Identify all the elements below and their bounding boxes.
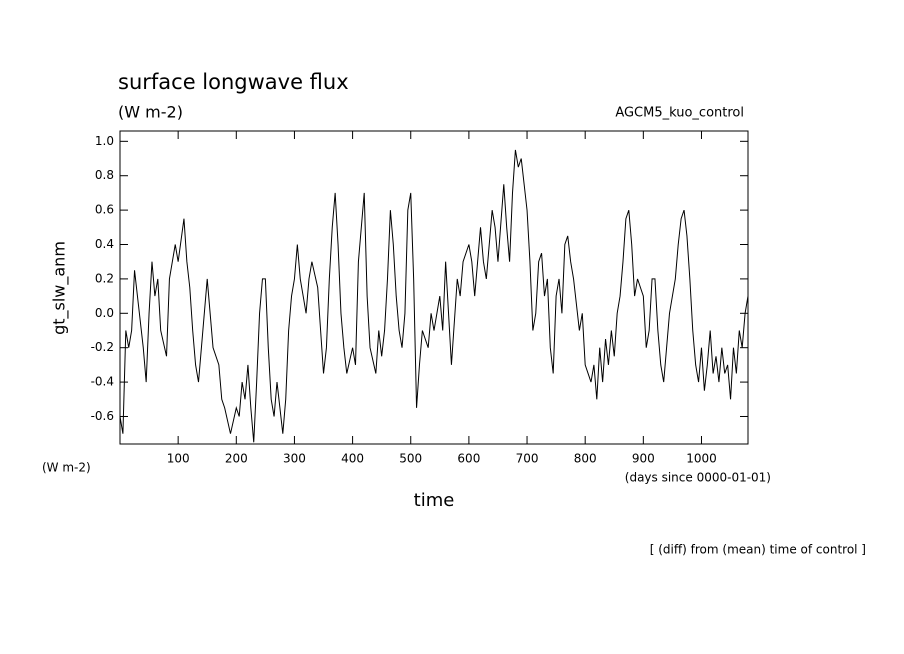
plot-frame xyxy=(119,130,749,445)
y-axis-label: gt_slw_anm xyxy=(50,241,70,335)
y-tick-label: 0.0 xyxy=(95,306,114,320)
y-tick-label: 0.2 xyxy=(95,271,114,285)
unit-label: (W m-2) xyxy=(118,103,183,122)
data-line xyxy=(119,149,749,443)
chart-title: surface longwave flux xyxy=(118,70,349,94)
y-tick-label: 0.4 xyxy=(95,237,114,251)
x-tick-label: 600 xyxy=(457,452,480,466)
x-tick-label: 700 xyxy=(516,452,539,466)
x-tick-label: 200 xyxy=(225,452,248,466)
x-tick-label: 400 xyxy=(341,452,364,466)
y-tick-label: 1.0 xyxy=(95,134,114,148)
x-unit-label: (days since 0000-01-01) xyxy=(625,471,771,485)
x-tick-label: 800 xyxy=(574,452,597,466)
run-label: AGCM5_kuo_control xyxy=(615,106,744,121)
y-tick-label: -0.2 xyxy=(91,340,114,354)
x-tick-label: 900 xyxy=(632,452,655,466)
note: [ (diff) from (mean) time of control ] xyxy=(650,543,866,557)
y-unit-label: (W m-2) xyxy=(42,461,91,475)
x-tick-label: 100 xyxy=(167,452,190,466)
y-tick-label: -0.4 xyxy=(91,375,114,389)
x-tick-label: 1000 xyxy=(686,452,717,466)
y-tick-label: 0.6 xyxy=(95,203,114,217)
y-tick-label: 0.8 xyxy=(95,168,114,182)
x-tick-label: 300 xyxy=(283,452,306,466)
x-tick-label: 500 xyxy=(399,452,422,466)
x-axis-label: time xyxy=(414,490,455,511)
y-tick-label: -0.6 xyxy=(91,409,114,423)
